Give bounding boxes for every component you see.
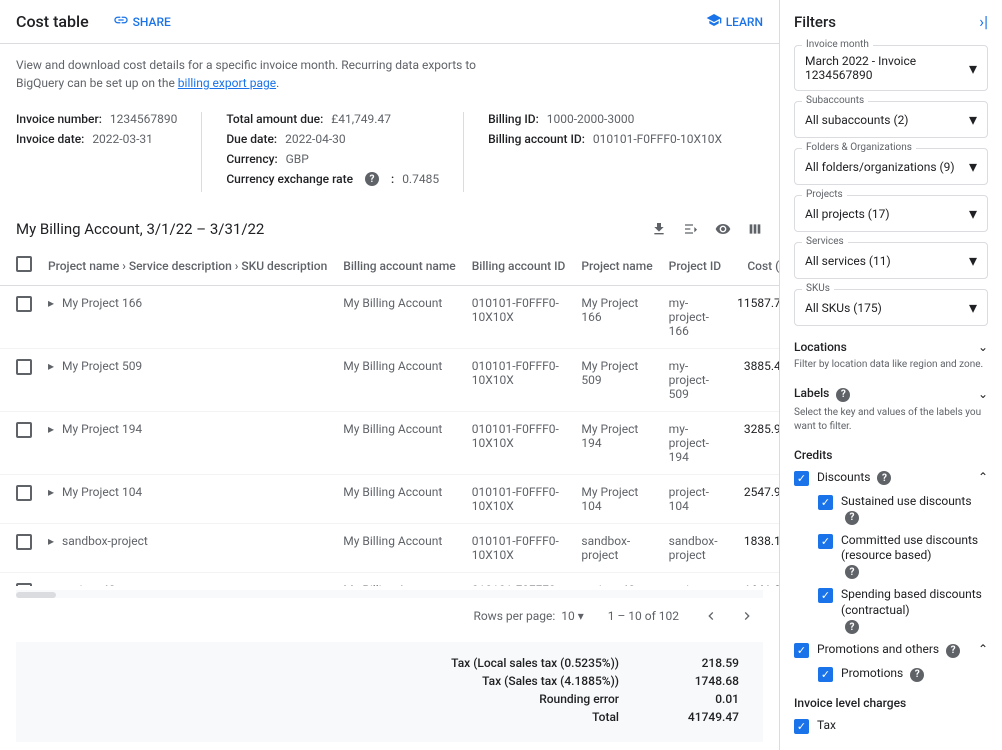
next-page-button[interactable] [739, 608, 755, 624]
row-checkbox[interactable] [16, 534, 32, 550]
select-all-checkbox[interactable] [16, 256, 32, 272]
chevron-down-icon: ⌄ [978, 340, 988, 354]
expand-icon[interactable] [683, 221, 699, 237]
row-checkbox[interactable] [16, 422, 32, 438]
chevron-down-icon: ⌄ [978, 387, 988, 401]
visibility-icon[interactable] [715, 221, 731, 237]
share-icon [113, 12, 129, 31]
expand-row-icon[interactable]: ▸ [48, 422, 54, 436]
col-pid[interactable]: Project ID [661, 246, 729, 286]
credits-section: Credits [794, 448, 988, 462]
promotions-others-checkbox[interactable]: ✓Promotions and others ?⌃ [794, 642, 988, 658]
sustained-checkbox[interactable]: ✓Sustained use discounts ? [818, 494, 988, 525]
spending-checkbox[interactable]: ✓Spending based discounts (contractual)? [818, 587, 988, 634]
columns-icon[interactable] [747, 221, 763, 237]
table-row: ▸My Project 194My Billing Account010101-… [0, 412, 779, 475]
invoice-number-label: Invoice number: [16, 112, 102, 126]
table-row: ▸My Project 509My Billing Account010101-… [0, 349, 779, 412]
invoice-month-select[interactable]: March 2022 - Invoice 1234567890▾ [794, 45, 988, 91]
help-icon[interactable]: ? [845, 565, 859, 579]
projects-select[interactable]: All projects (17)▾ [794, 195, 988, 232]
expand-row-icon[interactable]: ▸ [48, 296, 54, 310]
promotions-checkbox[interactable]: ✓Promotions ? [818, 666, 988, 682]
help-icon[interactable]: ? [910, 668, 924, 682]
col-hierarchy[interactable]: Project name › Service description › SKU… [40, 246, 335, 286]
help-icon[interactable]: ? [946, 644, 960, 658]
help-icon[interactable]: ? [365, 172, 379, 186]
table-title: My Billing Account, 3/1/22 – 3/31/22 [16, 220, 264, 238]
committed-checkbox[interactable]: ✓Committed use discounts (resource based… [818, 533, 988, 580]
expand-row-icon[interactable]: ▸ [48, 534, 54, 548]
row-checkbox[interactable] [16, 485, 32, 501]
prev-page-button[interactable] [703, 608, 719, 624]
col-pname[interactable]: Project name [573, 246, 660, 286]
help-icon[interactable]: ? [845, 620, 859, 634]
col-baid[interactable]: Billing account ID [464, 246, 574, 286]
services-select[interactable]: All services (11)▾ [794, 242, 988, 279]
row-checkbox[interactable] [16, 359, 32, 375]
pagination-range: 1 – 10 of 102 [608, 609, 679, 623]
subaccounts-select[interactable]: All subaccounts (2)▾ [794, 101, 988, 138]
skus-select[interactable]: All SKUs (175)▾ [794, 289, 988, 326]
chevron-up-icon: ⌃ [978, 642, 988, 656]
horizontal-scrollbar[interactable] [16, 590, 763, 598]
labels-section[interactable]: Labels ?⌄ [794, 386, 988, 402]
rows-per-page-select[interactable]: 10 ▾ [561, 609, 584, 623]
filters-title: Filters [794, 13, 836, 31]
download-icon[interactable] [651, 221, 667, 237]
chevron-up-icon: ⌃ [978, 470, 988, 484]
table-row: ▸sandbox-projectMy Billing Account010101… [0, 524, 779, 573]
learn-button[interactable]: LEARN [706, 12, 763, 31]
col-cost[interactable]: Cost (£) ↓ [729, 246, 779, 286]
learn-icon [706, 12, 722, 31]
table-row: ▸My Project 104My Billing Account010101-… [0, 475, 779, 524]
description: View and download cost details for a spe… [0, 44, 779, 104]
tax-checkbox[interactable]: ✓Tax [794, 718, 988, 734]
col-ban[interactable]: Billing account name [335, 246, 463, 286]
locations-section[interactable]: Locations⌄ [794, 340, 988, 354]
totals-panel: Tax (Local sales tax (0.5235%))218.59 Ta… [16, 642, 763, 742]
table-row: ▸project 42My Billing Account010101-F0FF… [0, 573, 779, 587]
row-checkbox[interactable] [16, 583, 32, 586]
invoice-charges-section: Invoice level charges [794, 696, 988, 710]
billing-export-link[interactable]: billing export page [178, 76, 276, 90]
row-checkbox[interactable] [16, 296, 32, 312]
discounts-checkbox[interactable]: ✓Discounts ?⌃ [794, 470, 988, 486]
folders-select[interactable]: All folders/organizations (9)▾ [794, 148, 988, 185]
invoice-date-label: Invoice date: [16, 132, 84, 146]
expand-row-icon[interactable]: ▸ [48, 583, 54, 586]
expand-row-icon[interactable]: ▸ [48, 359, 54, 373]
expand-row-icon[interactable]: ▸ [48, 485, 54, 499]
cost-table: Project name › Service description › SKU… [0, 246, 779, 586]
page-title: Cost table [16, 12, 89, 31]
help-icon[interactable]: ? [877, 471, 891, 485]
share-button[interactable]: SHARE [113, 12, 171, 31]
collapse-filters-icon[interactable]: ›| [979, 12, 988, 31]
table-row: ▸My Project 166My Billing Account010101-… [0, 286, 779, 349]
help-icon[interactable]: ? [836, 388, 850, 402]
help-icon[interactable]: ? [845, 511, 859, 525]
